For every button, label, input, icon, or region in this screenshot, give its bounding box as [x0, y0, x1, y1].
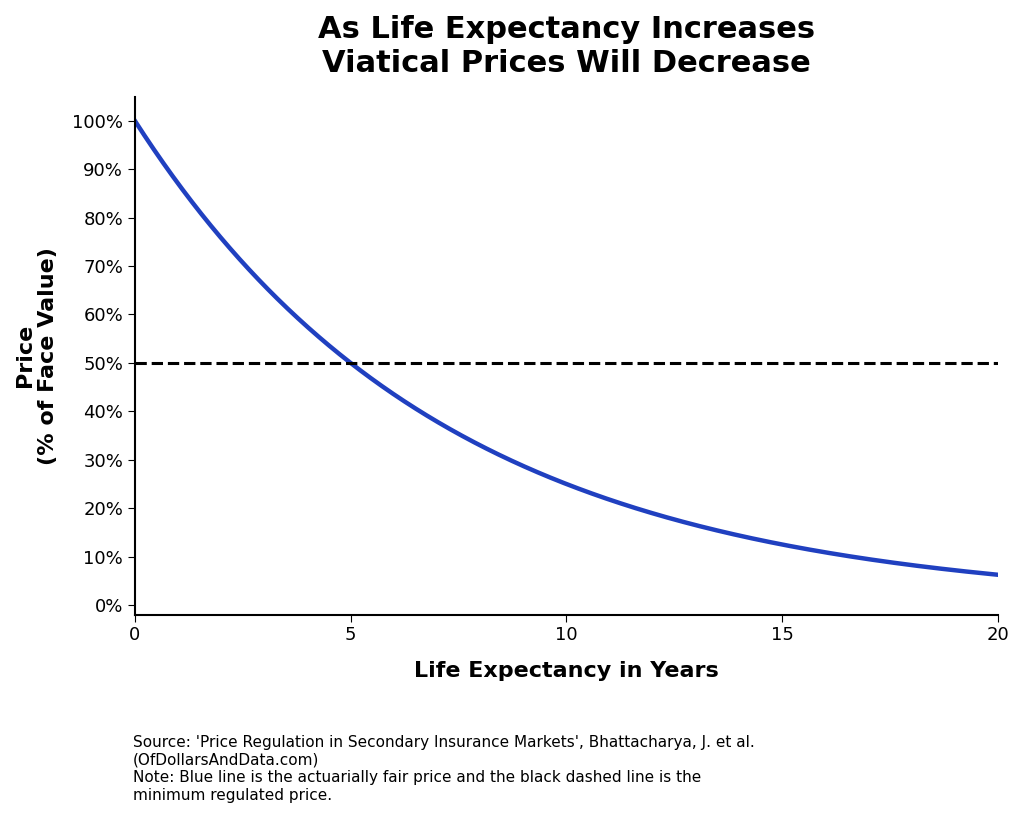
- Y-axis label: Price
(% of Face Value): Price (% of Face Value): [15, 247, 58, 464]
- Text: Source: 'Price Regulation in Secondary Insurance Markets', Bhattacharya, J. et a: Source: 'Price Regulation in Secondary I…: [133, 735, 755, 803]
- X-axis label: Life Expectancy in Years: Life Expectancy in Years: [414, 661, 719, 681]
- Title: As Life Expectancy Increases
Viatical Prices Will Decrease: As Life Expectancy Increases Viatical Pr…: [317, 15, 815, 78]
